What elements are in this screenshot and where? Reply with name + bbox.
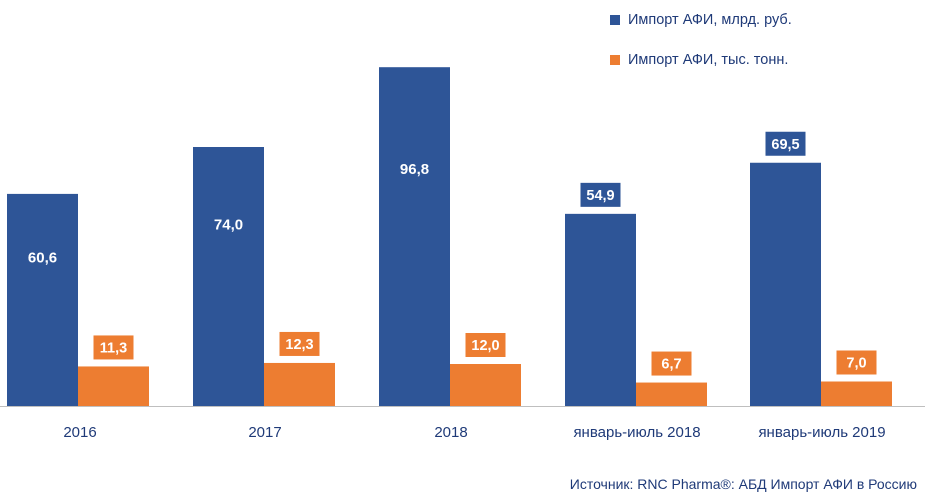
- bar-rub-2: [379, 67, 450, 406]
- legend: Импорт АФИ, млрд. руб. Импорт АФИ, тыс. …: [610, 10, 920, 90]
- data-label-box-tonn-2: [465, 333, 506, 357]
- data-label-rub-1: 74,0: [214, 217, 243, 234]
- data-label-box-tonn-1: [279, 331, 320, 356]
- legend-item-tonn: Импорт АФИ, тыс. тонн.: [610, 50, 920, 70]
- bar-tonn-3: [636, 382, 707, 406]
- bar-tonn-2: [450, 364, 521, 406]
- legend-swatch-rub: [610, 15, 620, 25]
- legend-swatch-tonn: [610, 55, 620, 65]
- source-note: Источник: RNC Pharma®: АБД Импорт АФИ в …: [569, 476, 917, 492]
- bar-tonn-0: [78, 366, 149, 406]
- bar-tonn-4: [821, 381, 892, 406]
- data-label-box-tonn-0: [93, 335, 134, 360]
- legend-label-tonn: Импорт АФИ, тыс. тонн.: [628, 52, 789, 68]
- bar-rub-4: [750, 162, 821, 406]
- x-tick-label-2: 2018: [434, 424, 467, 441]
- x-tick-label-0: 2016: [63, 424, 96, 441]
- x-tick-label-1: 2017: [248, 424, 281, 441]
- bar-rub-1: [193, 147, 264, 406]
- legend-label-rub: Импорт АФИ, млрд. руб.: [628, 12, 792, 28]
- data-label-rub-2: 96,8: [400, 161, 429, 178]
- data-label-tonn-3: 6,7: [661, 357, 681, 373]
- data-label-tonn-1: 12,3: [285, 337, 313, 353]
- bar-rub-3: [565, 213, 636, 406]
- data-label-rub-3: 54,9: [586, 188, 614, 204]
- bar-rub-0: [7, 193, 78, 406]
- data-label-tonn-2: 12,0: [471, 338, 499, 354]
- data-label-box-rub-3: [580, 182, 621, 207]
- bar-tonn-1: [264, 362, 335, 406]
- x-tick-label-4: январь-июль 2019: [758, 424, 885, 441]
- legend-item-rub: Импорт АФИ, млрд. руб.: [610, 10, 920, 30]
- x-tick-labels: 2016 2017 2018 январь-июль 2018 январь-июль …: [63, 424, 885, 441]
- data-label-box-tonn-3: [651, 351, 692, 376]
- x-tick-label-3: январь-июль 2018: [573, 424, 700, 441]
- data-label-box-rub-4: [765, 131, 806, 156]
- data-label-rub-4: 69,5: [771, 137, 799, 153]
- data-label-tonn-4: 7,0: [846, 356, 866, 372]
- data-label-rub-0: 60,6: [28, 250, 57, 267]
- data-label-tonn-0: 11,3: [100, 340, 127, 356]
- data-labels-layer: 60,6 11,3 74,0 12,3 96,8 12,0 54,9 6,7 69,5 7,0: [28, 131, 877, 376]
- bars-layer: [7, 67, 892, 406]
- data-label-box-tonn-4: [836, 350, 877, 375]
